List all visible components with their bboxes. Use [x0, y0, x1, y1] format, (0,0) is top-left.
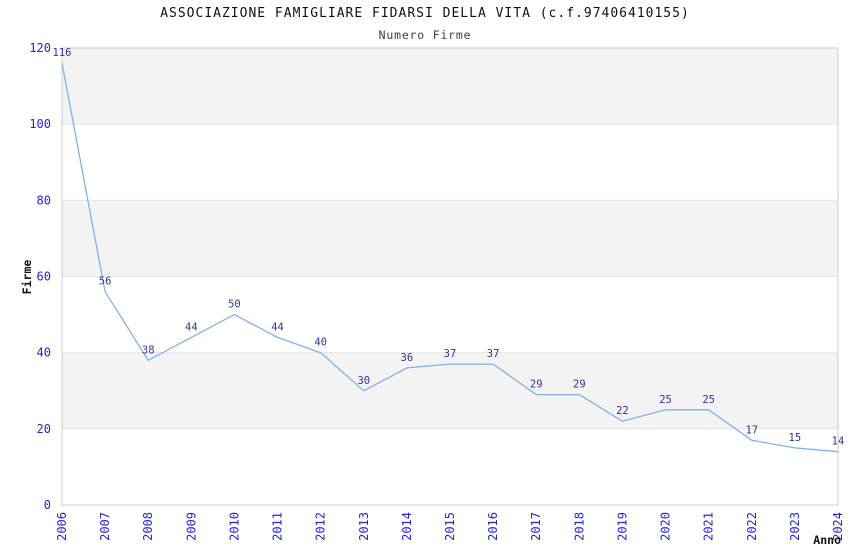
x-tick-label: 2019 — [615, 512, 629, 541]
x-tick-label: 2011 — [271, 512, 285, 541]
data-point-label: 25 — [659, 394, 672, 406]
x-tick-label: 2016 — [486, 512, 500, 541]
x-tick-label: 2015 — [443, 512, 457, 541]
chart-title: ASSOCIAZIONE FAMIGLIARE FIDARSI DELLA VI… — [160, 6, 690, 21]
y-axis-title: Firme — [20, 259, 34, 295]
chart-subtitle: Numero Firme — [378, 28, 472, 42]
x-tick-label: 2009 — [184, 512, 198, 541]
data-point-label: 25 — [702, 394, 715, 406]
x-tick-label: 2007 — [98, 512, 112, 541]
data-point-label: 44 — [185, 321, 198, 333]
x-tick-label: 2022 — [745, 512, 759, 541]
y-tick-label: 20 — [37, 422, 51, 436]
x-tick-label: 2008 — [141, 512, 155, 541]
data-point-label: 37 — [487, 348, 500, 360]
data-point-label: 56 — [99, 276, 112, 288]
data-point-label: 29 — [530, 379, 543, 391]
data-point-label: 14 — [832, 436, 845, 448]
data-point-label: 15 — [789, 432, 802, 444]
x-tick-label: 2014 — [400, 512, 414, 541]
x-axis-title: Anno — [813, 533, 841, 547]
data-point-label: 30 — [357, 375, 370, 387]
x-tick-label: 2023 — [788, 512, 802, 541]
y-tick-label: 80 — [37, 193, 51, 207]
x-tick-label: 2021 — [702, 512, 716, 541]
data-point-label: 40 — [314, 337, 327, 349]
data-point-label: 17 — [745, 424, 758, 436]
plot-border — [61, 47, 839, 506]
y-tick-label: 40 — [37, 346, 51, 360]
data-point-label: 29 — [573, 379, 586, 391]
series-line — [61, 63, 839, 453]
data-point-label: 38 — [142, 344, 155, 356]
data-point-label: 37 — [444, 348, 457, 360]
x-tick-label: 2012 — [314, 512, 328, 541]
x-tick-label: 2010 — [227, 512, 241, 541]
y-tick-label: 0 — [44, 498, 51, 512]
grid-band — [62, 352, 838, 429]
x-tick-label: 2006 — [55, 512, 69, 541]
grid-band — [62, 200, 838, 277]
y-tick-label: 100 — [29, 117, 51, 131]
grid-band — [62, 48, 838, 125]
data-point-label: 44 — [271, 321, 284, 333]
y-tick-label: 120 — [29, 41, 51, 55]
data-point-label: 116 — [53, 47, 72, 59]
y-tick-label: 60 — [37, 270, 51, 284]
data-point-label: 22 — [616, 405, 629, 417]
x-tick-label: 2024 — [831, 512, 845, 541]
data-point-label: 50 — [228, 299, 241, 311]
x-tick-label: 2020 — [659, 512, 673, 541]
data-point-label: 36 — [401, 352, 414, 364]
x-tick-label: 2013 — [357, 512, 371, 541]
x-tick-label: 2017 — [529, 512, 543, 541]
x-tick-label: 2018 — [572, 512, 586, 541]
